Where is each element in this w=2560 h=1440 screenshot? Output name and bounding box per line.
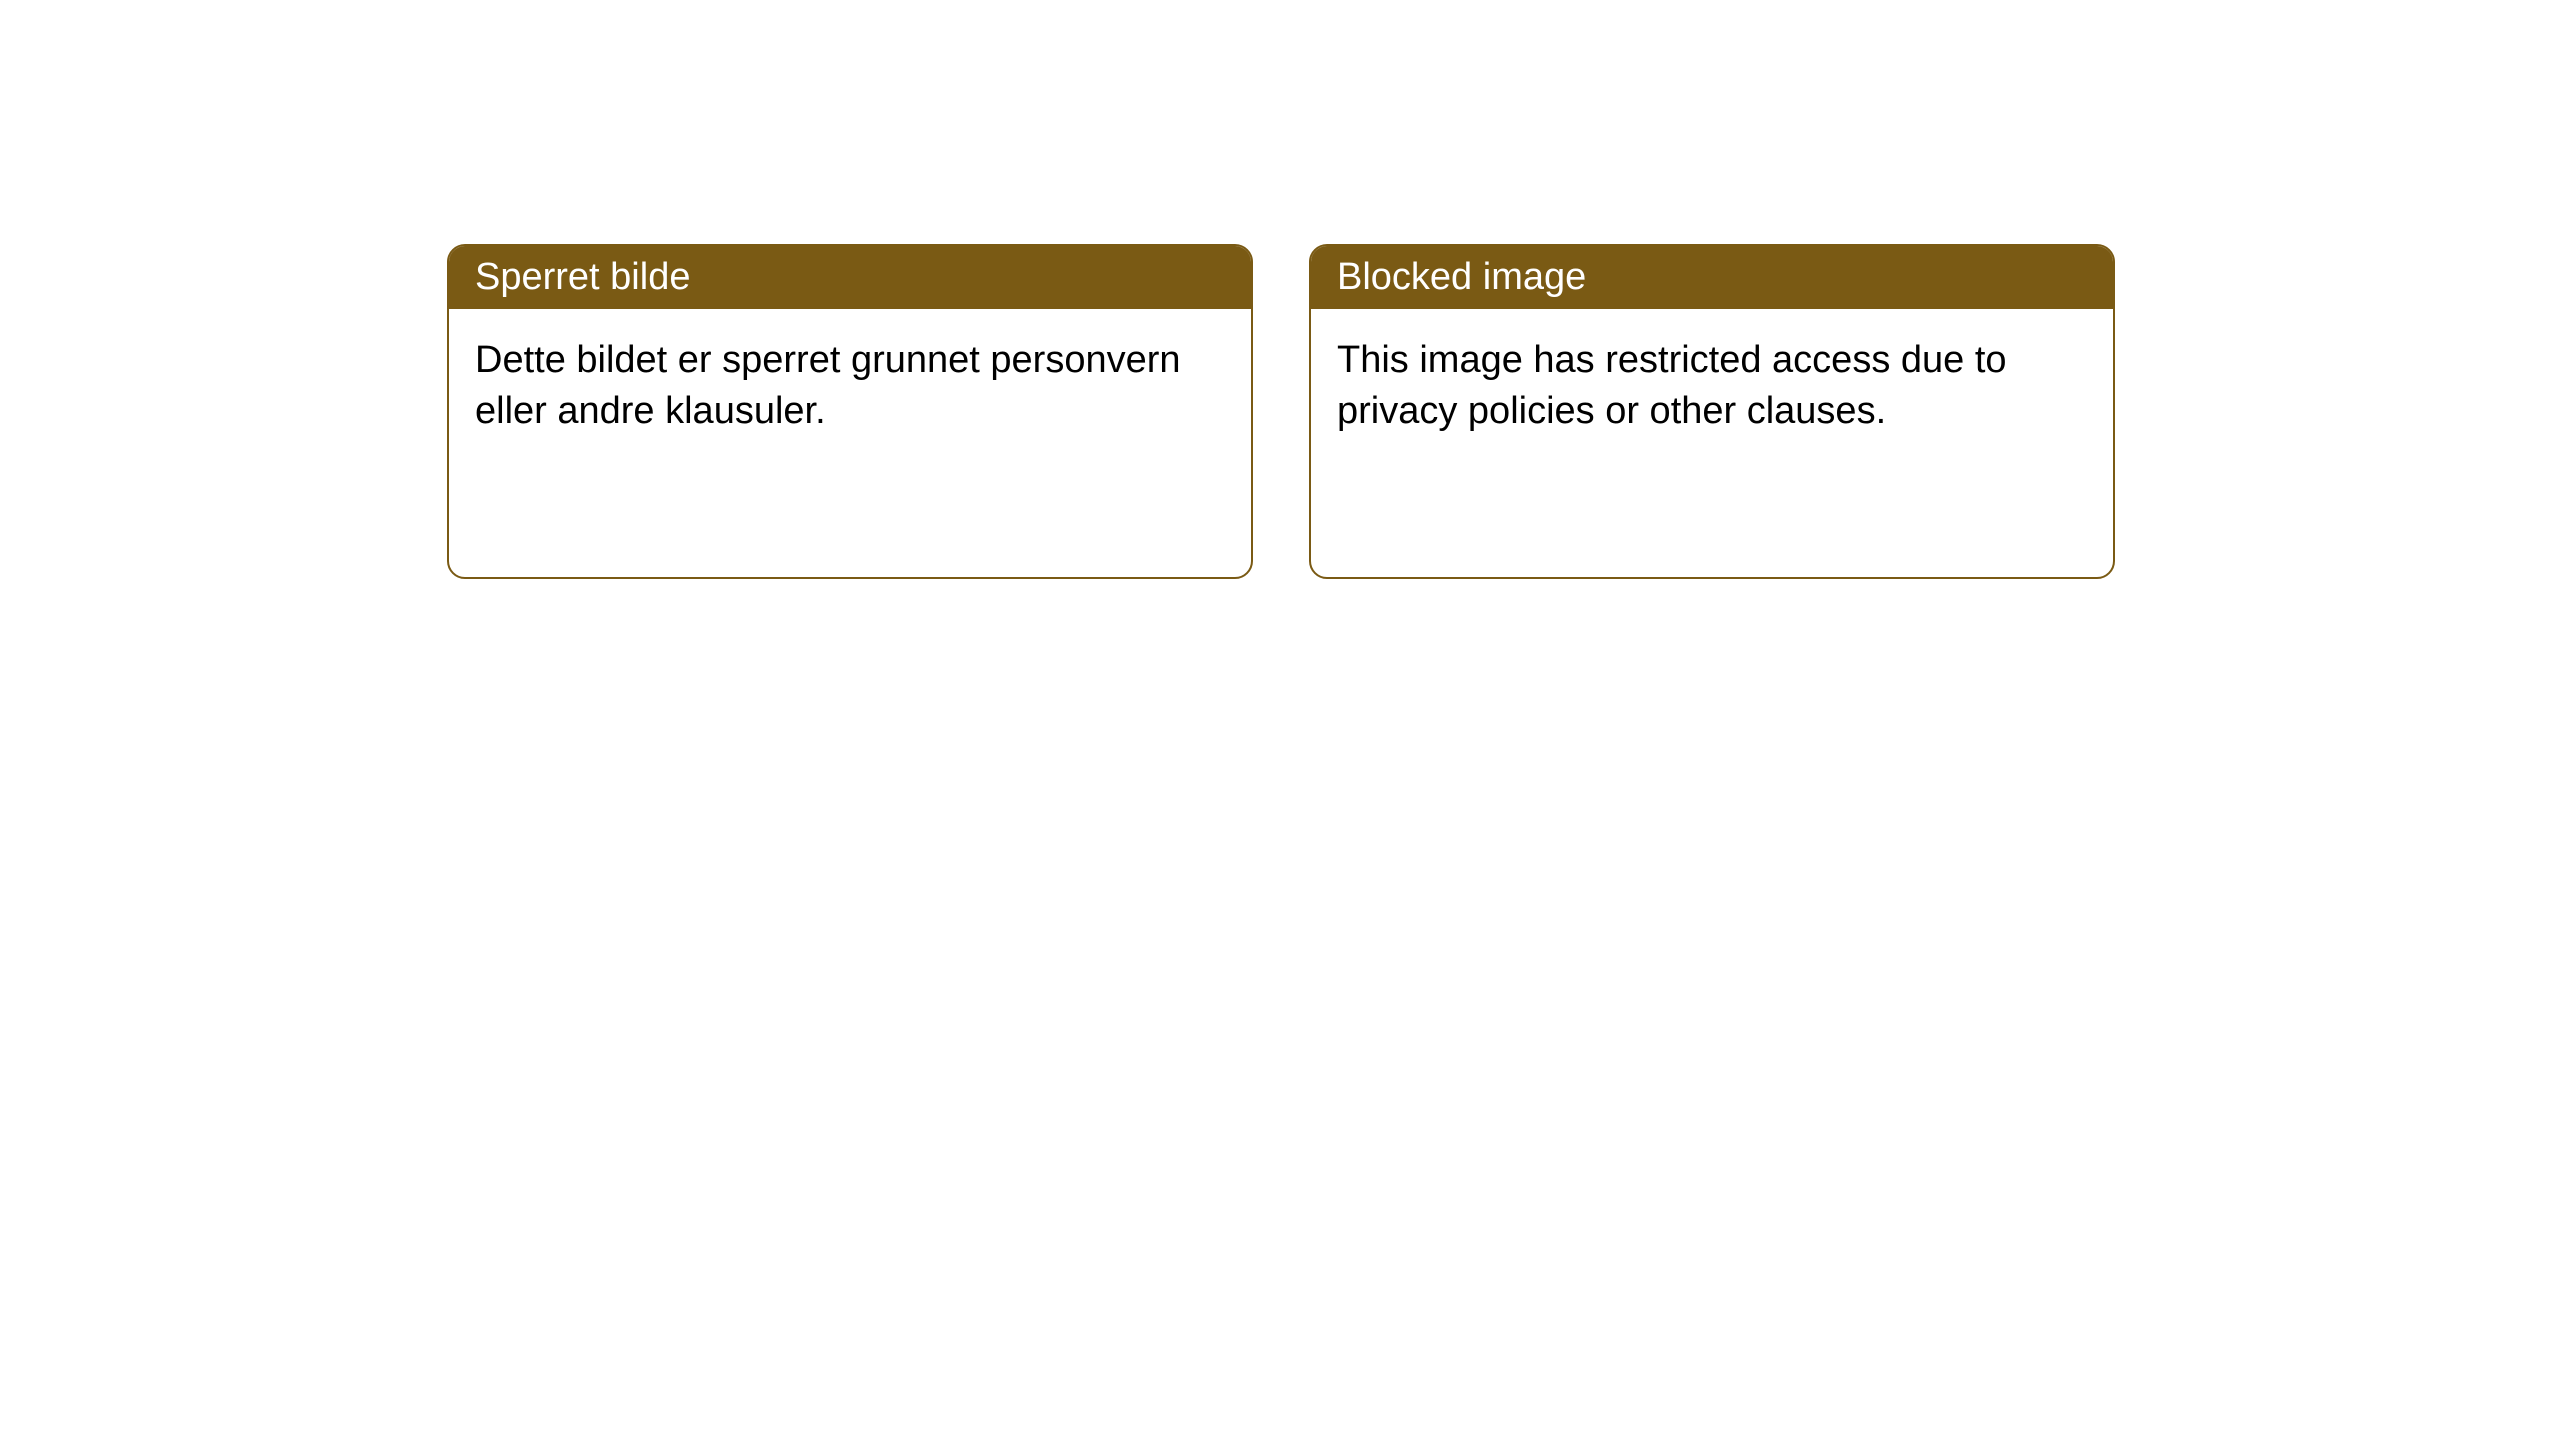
notice-title: Sperret bilde xyxy=(475,256,690,298)
notice-header: Blocked image xyxy=(1311,246,2113,309)
notice-title: Blocked image xyxy=(1337,256,1586,298)
notice-card-english: Blocked image This image has restricted … xyxy=(1309,244,2115,579)
notice-text: This image has restricted access due to … xyxy=(1337,339,2007,432)
notice-card-norwegian: Sperret bilde Dette bildet er sperret gr… xyxy=(447,244,1253,579)
notice-body: Dette bildet er sperret grunnet personve… xyxy=(449,309,1251,464)
notice-container: Sperret bilde Dette bildet er sperret gr… xyxy=(447,244,2115,579)
notice-body: This image has restricted access due to … xyxy=(1311,309,2113,464)
notice-header: Sperret bilde xyxy=(449,246,1251,309)
notice-text: Dette bildet er sperret grunnet personve… xyxy=(475,339,1181,432)
